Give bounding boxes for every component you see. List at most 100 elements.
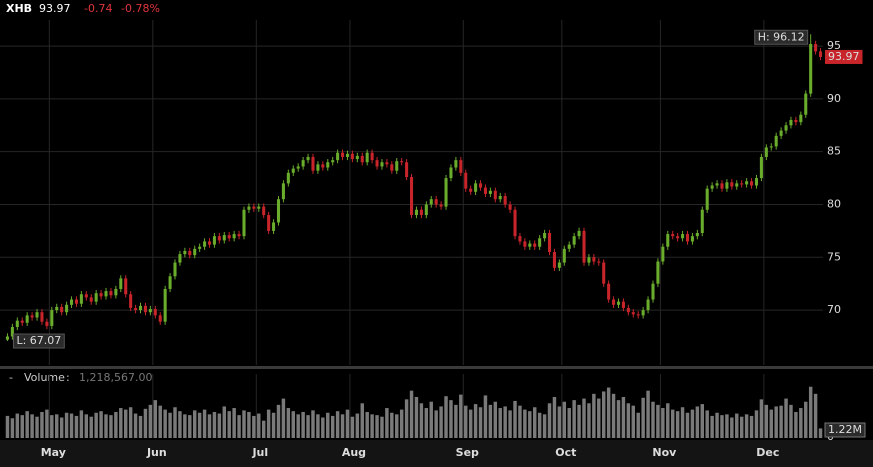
volume-bar	[779, 405, 783, 438]
candle-body	[779, 130, 783, 136]
candle-body	[380, 162, 384, 167]
volume-bar	[611, 393, 616, 438]
volume-bar	[207, 414, 212, 438]
candle-body	[355, 155, 359, 160]
candle-body	[109, 291, 113, 296]
volume-bar	[345, 409, 350, 438]
price-change: -0.74	[84, 2, 112, 15]
candle-body	[178, 254, 182, 263]
volume-bar	[626, 403, 631, 438]
candle-body	[10, 326, 14, 337]
volume-bar	[173, 407, 177, 438]
price-tag-box	[825, 49, 863, 64]
volume-bar	[99, 411, 103, 438]
candle-body	[547, 232, 552, 253]
volume-bar	[508, 410, 512, 438]
candle-body	[577, 230, 581, 237]
candle-body	[681, 234, 685, 239]
volume-bar	[799, 408, 803, 438]
volume-last: 1,218,567.00	[79, 371, 152, 384]
candle-body	[715, 183, 719, 186]
candle-body	[55, 306, 59, 311]
x-tick-label: Nov	[652, 446, 677, 459]
volume-collapse[interactable]: -	[9, 371, 13, 384]
volume-bar	[183, 414, 187, 438]
volume-bar	[562, 401, 567, 438]
candle-body	[587, 257, 591, 263]
volume-bar	[222, 406, 227, 438]
volume-bar	[138, 415, 143, 438]
volume-bar	[286, 408, 291, 438]
candle-body	[464, 172, 468, 189]
candle-body	[764, 147, 768, 157]
volume-bar	[567, 408, 571, 438]
volume-bar	[680, 407, 685, 438]
volume-bar	[330, 415, 335, 438]
volume-bar	[606, 387, 611, 438]
candle-body	[528, 243, 532, 247]
candle-body	[286, 172, 290, 184]
candle-body	[281, 183, 285, 200]
candle-body	[488, 190, 492, 194]
volume-bar	[759, 399, 764, 438]
volume-bar	[321, 417, 325, 438]
volume-bar	[20, 415, 24, 438]
candle-body	[636, 314, 640, 316]
candle-body	[207, 241, 212, 245]
candle-body	[217, 236, 221, 241]
volume-bar	[10, 418, 15, 438]
candle-body	[375, 160, 379, 167]
volume-bar	[488, 404, 493, 438]
candle-body	[60, 306, 64, 313]
volume-bar	[335, 411, 340, 438]
candle-body	[612, 299, 616, 305]
volume-bar	[15, 413, 20, 438]
candle-body	[341, 152, 345, 157]
y-tick-label: 95	[827, 39, 841, 52]
volume-bar	[666, 403, 670, 438]
volume-bar	[449, 400, 453, 438]
candle-body	[395, 161, 399, 171]
volume-bar	[404, 399, 409, 438]
volume-bar	[685, 412, 690, 438]
volume-title: Volume	[24, 371, 65, 384]
last-price: 93.97	[39, 2, 71, 15]
volume-bar	[94, 412, 98, 438]
volume-bar	[513, 400, 517, 438]
volume-bar	[739, 416, 744, 438]
candle-body	[158, 315, 162, 322]
candle-body	[99, 293, 103, 297]
volume-bar	[395, 414, 399, 438]
candle-body	[227, 235, 231, 239]
candle-body	[257, 206, 261, 209]
volume-bar	[114, 411, 118, 438]
candle-body	[193, 248, 197, 256]
volume-bar	[261, 420, 266, 438]
candle-body	[513, 209, 517, 237]
candle-body	[710, 185, 714, 189]
volume-bar	[597, 398, 601, 438]
candle-body	[740, 183, 744, 185]
candle-body	[370, 152, 374, 161]
volume-bar	[163, 409, 167, 438]
volume-bar	[557, 406, 562, 438]
candle-body	[222, 235, 226, 241]
volume-bar	[503, 406, 507, 438]
candle-body	[671, 234, 675, 237]
volume-bar	[316, 414, 320, 438]
volume-bar	[784, 398, 788, 438]
low-label: L: 67.07	[12, 333, 65, 349]
candle-body	[483, 187, 487, 194]
candle-body	[114, 288, 118, 296]
volume-bar	[370, 414, 374, 438]
candle-body	[410, 177, 414, 216]
candle-body	[651, 283, 655, 300]
volume-bar	[45, 409, 49, 438]
volume-bar	[483, 395, 488, 438]
candle-body	[750, 181, 754, 186]
volume-bar	[360, 403, 364, 438]
volume-bar	[40, 411, 44, 438]
candle-body	[316, 164, 320, 171]
candle-body	[646, 299, 650, 311]
high-label-box	[754, 29, 809, 45]
